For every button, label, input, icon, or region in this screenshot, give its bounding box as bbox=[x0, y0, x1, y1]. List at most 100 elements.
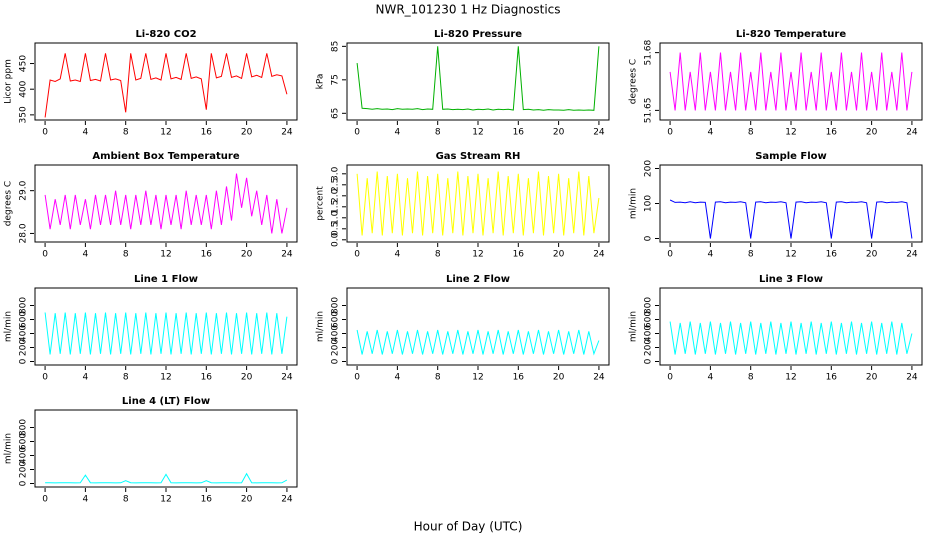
x-tick-label: 12 bbox=[785, 250, 796, 260]
x-tick-label: 24 bbox=[593, 250, 605, 260]
y-tick-label: 0 bbox=[331, 358, 341, 364]
y-tick-label: 800 bbox=[19, 419, 29, 436]
x-tick-label: 0 bbox=[354, 250, 360, 260]
y-tick-label: 0 bbox=[644, 235, 654, 241]
x-tick-label: 24 bbox=[281, 250, 293, 260]
y-tick-label: 600 bbox=[644, 311, 654, 328]
panel-title: Line 4 (LT) Flow bbox=[122, 396, 210, 407]
data-line bbox=[44, 312, 288, 355]
panel-title: Sample Flow bbox=[755, 151, 827, 162]
y-tick-label: 0.5 bbox=[331, 222, 341, 236]
x-tick-label: 16 bbox=[826, 128, 838, 138]
plot-frame bbox=[346, 287, 610, 366]
y-tick-label: 51.68 bbox=[644, 39, 654, 65]
y-axis-label: percent bbox=[316, 186, 326, 221]
plot-frame bbox=[34, 287, 298, 366]
y-tick-label: 1.5 bbox=[331, 200, 341, 214]
x-tick-label: 4 bbox=[83, 495, 89, 505]
data-line bbox=[356, 171, 600, 236]
y-tick-label: 29.0 bbox=[19, 180, 29, 200]
y-tick-label: 800 bbox=[331, 297, 341, 314]
y-tick-label: 0 bbox=[19, 480, 29, 486]
y-axis-label: ml/min bbox=[629, 311, 639, 342]
x-tick-label: 0 bbox=[354, 128, 360, 138]
page-title: NWR_101230 1 Hz Diagnostics bbox=[375, 3, 560, 17]
y-tick-label: 450 bbox=[19, 55, 29, 72]
x-tick-label: 24 bbox=[593, 128, 605, 138]
x-tick-label: 12 bbox=[472, 250, 483, 260]
x-tick-label: 20 bbox=[866, 128, 878, 138]
y-tick-label: 600 bbox=[19, 433, 29, 450]
x-tick-label: 8 bbox=[123, 250, 129, 260]
panel-title: Line 2 Flow bbox=[446, 274, 510, 285]
panel-title: Line 3 Flow bbox=[759, 274, 823, 285]
x-tick-label: 16 bbox=[826, 373, 838, 383]
x-axis-label: Hour of Day (UTC) bbox=[414, 520, 523, 534]
y-tick-label: 1.0 bbox=[331, 210, 341, 225]
data-line bbox=[45, 472, 288, 484]
x-tick-label: 0 bbox=[354, 373, 360, 383]
y-tick-label: 400 bbox=[19, 80, 29, 97]
y-tick-label: 0.0 bbox=[331, 232, 341, 247]
y-tick-label: 600 bbox=[331, 311, 341, 328]
y-tick-label: 200 bbox=[19, 339, 29, 356]
y-tick-label: 51.65 bbox=[644, 97, 654, 123]
x-tick-label: 8 bbox=[748, 128, 754, 138]
data-line bbox=[356, 46, 600, 111]
x-tick-label: 8 bbox=[123, 128, 129, 138]
y-tick-label: 400 bbox=[19, 325, 29, 342]
x-tick-label: 16 bbox=[513, 373, 525, 383]
x-tick-label: 20 bbox=[241, 373, 253, 383]
y-tick-label: 200 bbox=[331, 339, 341, 356]
x-tick-label: 8 bbox=[123, 373, 129, 383]
y-tick-label: 800 bbox=[19, 297, 29, 314]
x-tick-label: 12 bbox=[160, 373, 171, 383]
x-tick-label: 24 bbox=[906, 373, 918, 383]
x-tick-label: 24 bbox=[906, 128, 918, 138]
plot-frame bbox=[346, 164, 610, 243]
panel-title: Gas Stream RH bbox=[436, 151, 521, 162]
y-tick-label: 350 bbox=[19, 106, 29, 123]
x-tick-label: 16 bbox=[513, 250, 525, 260]
y-axis-label: ml/min bbox=[629, 188, 639, 219]
x-tick-label: 12 bbox=[160, 250, 171, 260]
data-line bbox=[669, 199, 913, 239]
y-tick-label: 100 bbox=[644, 195, 654, 212]
x-tick-label: 8 bbox=[748, 373, 754, 383]
panel-title: Li-820 Pressure bbox=[434, 29, 522, 40]
x-tick-label: 0 bbox=[42, 373, 48, 383]
y-axis-label: ml/min bbox=[4, 433, 14, 464]
x-tick-label: 24 bbox=[593, 373, 605, 383]
x-tick-label: 12 bbox=[472, 128, 483, 138]
x-tick-label: 24 bbox=[906, 250, 918, 260]
y-tick-label: 400 bbox=[19, 447, 29, 464]
x-tick-label: 0 bbox=[42, 495, 48, 505]
x-tick-label: 12 bbox=[472, 373, 483, 383]
x-tick-label: 16 bbox=[201, 373, 213, 383]
y-tick-label: 600 bbox=[19, 311, 29, 328]
y-tick-label: 800 bbox=[644, 297, 654, 314]
x-tick-label: 24 bbox=[281, 373, 293, 383]
y-tick-label: 65 bbox=[331, 108, 341, 119]
x-tick-label: 4 bbox=[83, 128, 89, 138]
y-tick-label: 2.5 bbox=[331, 178, 341, 192]
y-tick-label: 0 bbox=[644, 358, 654, 364]
y-tick-label: 200 bbox=[644, 339, 654, 356]
panel-title: Li-820 CO2 bbox=[135, 29, 196, 40]
x-tick-label: 0 bbox=[42, 250, 48, 260]
y-tick-label: 400 bbox=[644, 325, 654, 342]
data-line bbox=[44, 53, 288, 118]
x-tick-label: 0 bbox=[667, 250, 673, 260]
x-tick-label: 4 bbox=[708, 128, 714, 138]
x-tick-label: 8 bbox=[748, 250, 754, 260]
x-tick-label: 4 bbox=[83, 250, 89, 260]
x-tick-label: 8 bbox=[435, 373, 441, 383]
y-tick-label: 28.0 bbox=[19, 223, 29, 243]
x-tick-label: 4 bbox=[708, 250, 714, 260]
plot-frame bbox=[34, 42, 298, 121]
y-tick-label: 2.0 bbox=[331, 188, 341, 203]
plot-frame bbox=[34, 409, 298, 488]
plot-frame bbox=[346, 42, 610, 121]
data-line bbox=[44, 173, 288, 234]
